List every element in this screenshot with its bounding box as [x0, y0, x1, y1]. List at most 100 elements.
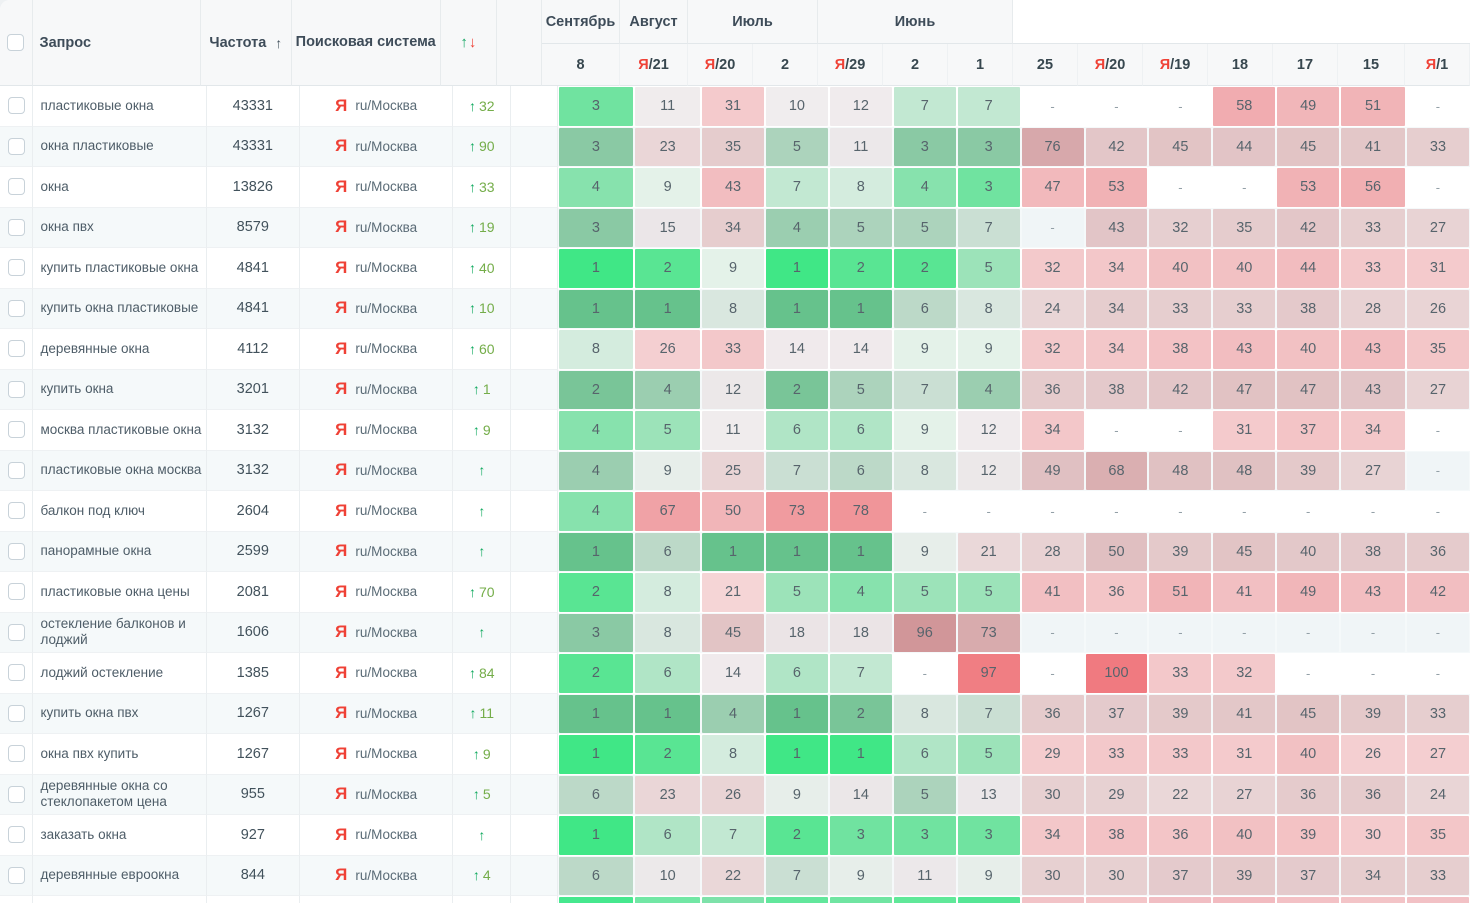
row-checkbox[interactable]: [7, 299, 25, 317]
day-column-header[interactable]: 2: [753, 44, 818, 86]
position-value: 45: [1213, 532, 1276, 571]
region-label: ru/Москва: [355, 867, 418, 883]
position-cell: 8: [956, 288, 1021, 329]
position-value: 8: [558, 330, 634, 369]
day-column-header[interactable]: 2: [883, 44, 948, 86]
frequency-value: 1606: [236, 624, 269, 641]
position-value: 9: [829, 856, 892, 895]
row-checkbox[interactable]: [7, 178, 25, 196]
position-cell: 33: [1406, 693, 1470, 734]
position-value: 33: [1341, 249, 1405, 288]
row-checkbox[interactable]: [7, 664, 25, 682]
frequency-cell: 1606: [206, 612, 300, 653]
row-checkbox[interactable]: [7, 623, 25, 641]
row-spacer: [511, 167, 558, 208]
row-checkbox[interactable]: [7, 583, 25, 601]
day-column-header[interactable]: 17: [1273, 44, 1338, 86]
select-all-checkbox[interactable]: [7, 34, 25, 51]
day-column-header[interactable]: Я/20: [688, 44, 753, 86]
position-value: -: [1341, 492, 1405, 531]
position-value: 32: [1213, 654, 1276, 693]
position-cell: 3: [956, 167, 1021, 208]
day-column-header[interactable]: Я/21: [620, 44, 688, 86]
position-value: 38: [1085, 370, 1148, 409]
day-column-header[interactable]: Я/29: [818, 44, 883, 86]
row-checkbox[interactable]: [7, 542, 25, 560]
row-spacer: [511, 572, 558, 613]
position-value: 38: [1149, 330, 1212, 369]
change-up-icon: ↑: [472, 421, 480, 438]
day-column-header[interactable]: 8: [542, 44, 620, 86]
position-value: 1: [765, 735, 828, 774]
day-column-header[interactable]: 18: [1208, 44, 1273, 86]
row-checkbox[interactable]: [7, 745, 25, 763]
position-value: 1: [829, 735, 892, 774]
position-value: 28: [1341, 289, 1405, 328]
position-cell: 29: [1020, 734, 1085, 775]
position-cell: 5: [828, 207, 893, 248]
position-cell: 58: [1212, 86, 1277, 127]
position-value: 51: [1341, 87, 1405, 126]
position-cell: 14: [701, 653, 765, 694]
position-cell: 33: [1406, 855, 1470, 896]
day-column-header[interactable]: 15: [1338, 44, 1405, 86]
row-checkbox[interactable]: [7, 785, 25, 803]
row-checkbox[interactable]: [7, 461, 25, 479]
day-column-header[interactable]: Я/1: [1405, 44, 1470, 86]
position-cell: [634, 896, 702, 903]
frequency-cell: 8579: [206, 207, 300, 248]
day-column-header[interactable]: 25: [1013, 44, 1078, 86]
position-value: [893, 897, 956, 903]
day-column-header[interactable]: Я/19: [1143, 44, 1208, 86]
position-cell: 38: [1084, 815, 1149, 856]
position-value: 3: [893, 816, 956, 855]
position-value: 5: [893, 208, 956, 247]
position-cell: 36: [1148, 815, 1213, 856]
position-cell: 1: [557, 815, 635, 856]
position-value: 53: [1277, 168, 1340, 207]
row-checkbox[interactable]: [7, 137, 25, 155]
position-value: 24: [1021, 289, 1084, 328]
day-column-header[interactable]: Я/20: [1078, 44, 1143, 86]
frequency-value: 4112: [237, 340, 269, 357]
position-cell: -: [1084, 491, 1149, 532]
row-checkbox[interactable]: [7, 421, 25, 439]
position-cell: [892, 896, 957, 903]
frequency-column-header[interactable]: Частота ↑: [200, 0, 292, 86]
row-checkbox[interactable]: [7, 826, 25, 844]
checkbox-cell: [0, 329, 34, 370]
row-checkbox[interactable]: [7, 259, 25, 277]
position-cell: 10: [634, 855, 702, 896]
position-cell: 8: [557, 329, 635, 370]
position-value: 8: [957, 289, 1020, 328]
position-cell: 3: [557, 126, 635, 167]
row-spacer: [511, 86, 558, 127]
change-value: 33: [479, 178, 495, 195]
position-cell: 68: [1084, 450, 1149, 491]
position-cell: -: [1084, 410, 1149, 451]
position-cell: 2: [828, 693, 893, 734]
position-cell: 97: [956, 653, 1021, 694]
row-checkbox[interactable]: [7, 502, 25, 520]
row-checkbox[interactable]: [7, 218, 25, 236]
position-value: 76: [1021, 127, 1084, 166]
position-cell: 47: [1276, 369, 1341, 410]
query-column-header[interactable]: Запрос: [32, 0, 201, 86]
change-column-header[interactable]: ↑ ↓: [440, 0, 498, 86]
day-column-header[interactable]: 1: [948, 44, 1013, 86]
row-checkbox[interactable]: [7, 866, 25, 884]
position-cell: 7: [701, 815, 765, 856]
position-value: 6: [765, 654, 828, 693]
position-cell: 31: [1212, 734, 1277, 775]
row-checkbox[interactable]: [7, 340, 25, 358]
yandex-icon: Я: [1094, 56, 1106, 73]
row-checkbox[interactable]: [7, 704, 25, 722]
row-checkbox[interactable]: [7, 380, 25, 398]
yandex-icon: Я: [335, 865, 348, 885]
position-cell: 33: [1340, 207, 1406, 248]
row-checkbox[interactable]: [7, 97, 25, 115]
